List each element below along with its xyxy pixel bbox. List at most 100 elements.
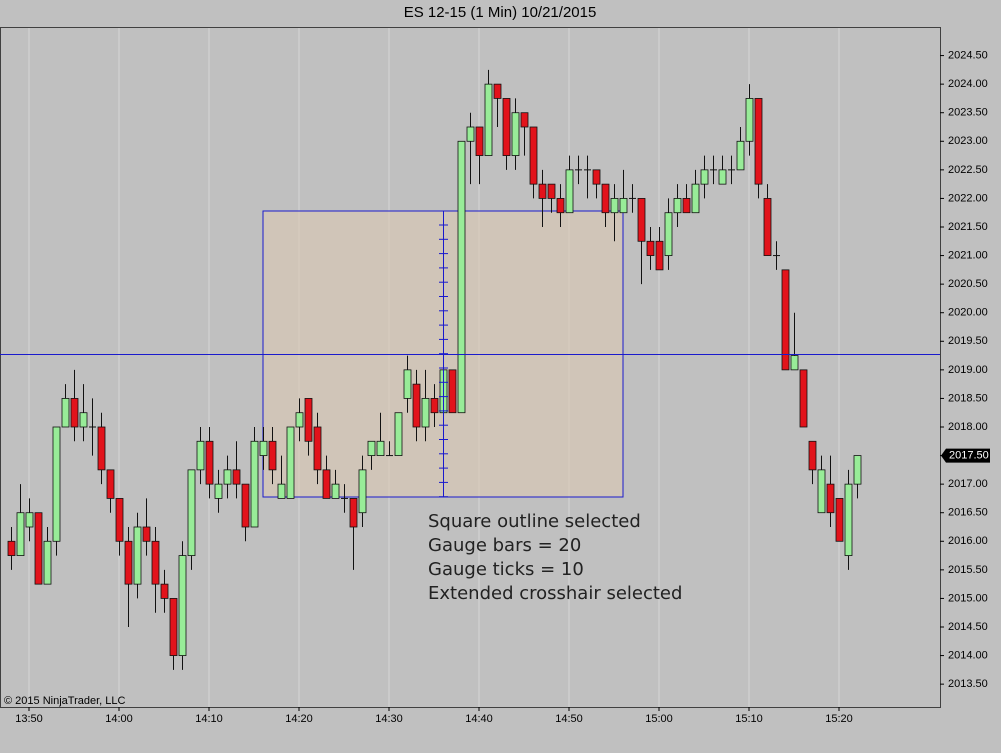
candle-body	[367, 440, 376, 456]
x-tick-label: 14:10	[195, 713, 223, 725]
y-tick-label: 2017.00	[948, 478, 988, 490]
candle-body	[232, 469, 241, 485]
candle-body	[817, 469, 826, 514]
candle-body	[673, 198, 682, 214]
candle-body	[304, 398, 313, 442]
candle-body	[457, 140, 466, 414]
x-tick-label: 14:00	[105, 713, 133, 725]
candle-body	[205, 440, 214, 485]
candle-body	[268, 440, 277, 471]
candle-body	[358, 469, 367, 514]
y-tick-label: 2021.50	[948, 221, 988, 233]
candle-body	[493, 83, 502, 99]
candle-body	[556, 198, 565, 214]
candle-body	[664, 212, 673, 256]
y-tick-label: 2022.00	[948, 192, 988, 204]
candle-body	[124, 540, 133, 585]
candle-body	[565, 169, 574, 214]
candle-body	[259, 440, 268, 456]
y-tick-label: 2020.50	[948, 278, 988, 290]
candle-body	[538, 183, 547, 199]
candle-body	[610, 198, 619, 214]
candle-body	[736, 140, 745, 171]
candle-body	[7, 540, 16, 556]
candle-body	[196, 440, 205, 471]
candle-body	[61, 398, 70, 428]
candle-body	[745, 98, 754, 142]
x-tick-label: 14:50	[555, 713, 583, 725]
candle-body	[277, 483, 286, 499]
candle-body	[178, 555, 187, 656]
drawing-tools	[0, 211, 940, 498]
candle-body	[187, 469, 196, 556]
candle-body	[151, 540, 160, 585]
candle-body	[781, 269, 790, 371]
candle-body	[529, 126, 538, 185]
y-tick-label: 2022.50	[948, 164, 988, 176]
candle-body	[790, 355, 799, 371]
candle-body	[520, 112, 529, 128]
annotation: Gauge bars = 20	[428, 535, 581, 556]
annotation: Gauge ticks = 10	[428, 559, 584, 580]
candle-body	[853, 455, 862, 485]
candles	[7, 69, 862, 670]
candle-body	[502, 98, 511, 156]
y-tick-label: 2019.50	[948, 335, 988, 347]
candle-body	[421, 398, 430, 428]
y-tick-label: 2020.00	[948, 307, 988, 319]
candle-body	[466, 126, 475, 142]
y-tick-label: 2013.50	[948, 678, 988, 690]
candle-body	[376, 440, 385, 456]
x-tick-label: 14:30	[375, 713, 403, 725]
candle-body	[97, 426, 106, 471]
candle-body	[214, 483, 223, 499]
x-tick-label: 14:40	[465, 713, 493, 725]
annotation: Extended crosshair selected	[428, 583, 682, 604]
candle-body	[52, 426, 61, 542]
candle-body	[718, 169, 727, 185]
candle-body	[250, 440, 259, 528]
candle-body	[223, 469, 232, 485]
candle-body	[79, 412, 88, 428]
candle-body	[691, 183, 700, 214]
x-tick-label: 14:20	[285, 713, 313, 725]
y-tick-label: 2014.50	[948, 621, 988, 633]
candle-body	[475, 126, 484, 156]
candle-body	[322, 469, 331, 499]
candle-body	[430, 398, 439, 414]
x-tick-label: 15:10	[735, 713, 763, 725]
candle-body	[412, 383, 421, 428]
y-tick-label: 2015.50	[948, 564, 988, 576]
candle-body	[826, 483, 835, 514]
last-price-box	[941, 448, 990, 463]
candle-body	[70, 398, 79, 428]
candle-body	[160, 583, 169, 599]
candle-body	[448, 369, 457, 414]
y-tick-label: 2024.50	[948, 49, 988, 61]
y-tick-label: 2024.00	[948, 78, 988, 90]
candle-body	[403, 369, 412, 399]
x-tick-label: 15:20	[825, 713, 853, 725]
candle-body	[133, 526, 142, 585]
y-tick-label: 2015.00	[948, 592, 988, 604]
y-tick-label: 2019.00	[948, 364, 988, 376]
candle-body	[655, 240, 664, 271]
candle-body	[34, 512, 43, 585]
candle-body	[394, 412, 403, 456]
candle-body	[349, 498, 358, 528]
y-tick-label: 2016.00	[948, 535, 988, 547]
y-tick-label: 2016.50	[948, 507, 988, 519]
annotation: Square outline selected	[428, 511, 641, 532]
candle-body	[43, 540, 52, 585]
y-tick-label: 2021.00	[948, 249, 988, 261]
candle-body	[511, 112, 520, 156]
candle-body	[484, 83, 493, 156]
candle-body	[16, 512, 25, 556]
candle-body	[547, 183, 556, 199]
candle-body	[286, 426, 295, 499]
candle-body	[808, 440, 817, 471]
candle-body	[25, 512, 34, 528]
candle-body	[619, 198, 628, 214]
last-price-label: 2017.50	[949, 449, 989, 461]
